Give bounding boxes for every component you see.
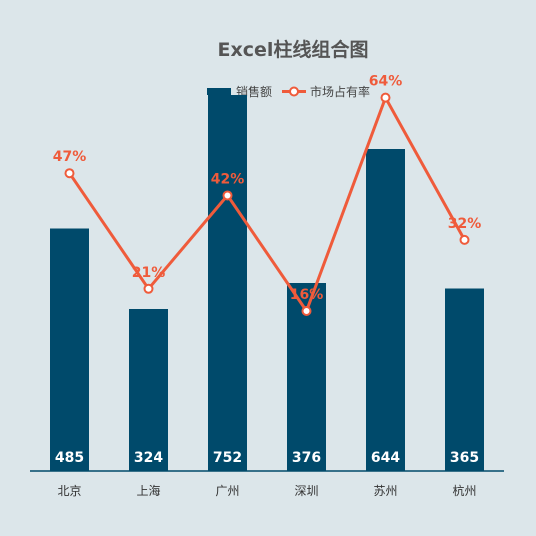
- bar-1: [50, 228, 89, 471]
- x-tick-labels: 北京 上海 广州 深圳 苏州 杭州: [57, 483, 476, 498]
- x-tick-label-3: 广州: [215, 484, 239, 498]
- bar-value-label-6: 365: [450, 450, 479, 466]
- x-tick-label-6: 杭州: [452, 483, 476, 498]
- bar-value-label-5: 644: [371, 450, 400, 466]
- chart-title: Excel柱线组合图: [218, 38, 369, 61]
- line-value-label-5: 64%: [369, 74, 403, 90]
- bar-value-label-1: 485: [55, 450, 84, 466]
- line-point-2: [143, 283, 154, 294]
- line-series: [68, 94, 466, 315]
- bar-value-label-2: 324: [134, 450, 163, 466]
- line-value-label-4: 16%: [290, 287, 324, 303]
- x-tick-label-4: 深圳: [294, 484, 318, 498]
- line-value-label-2: 21%: [132, 265, 166, 281]
- line-point-4: [301, 306, 312, 316]
- bar-value-label-4: 376: [292, 450, 321, 466]
- bars-group: 485 324 752 376 644 365: [50, 95, 484, 471]
- line-point-5: [380, 92, 391, 103]
- x-tick-label-1: 北京: [57, 484, 81, 498]
- line-series-group: 47% 21% 42% 16% 64% 32%: [53, 74, 482, 316]
- line-value-label-6: 32%: [448, 216, 482, 232]
- legend-line-label: 市场占有率: [310, 84, 370, 99]
- legend: 销售额 市场占有率: [207, 84, 370, 99]
- line-point-3: [222, 190, 233, 201]
- bar-value-label-3: 752: [213, 450, 242, 466]
- x-tick-label-5: 苏州: [373, 484, 397, 498]
- bar-3: [208, 95, 247, 471]
- legend-bar-swatch: [207, 88, 231, 95]
- legend-line-marker: [289, 86, 299, 97]
- bar-2: [129, 309, 168, 471]
- line-value-label-3: 42%: [211, 171, 245, 187]
- line-value-label-1: 47%: [53, 149, 87, 165]
- bar-5: [366, 149, 405, 471]
- line-point-6: [459, 234, 470, 245]
- line-point-1: [64, 168, 75, 179]
- x-tick-label-2: 上海: [136, 483, 160, 498]
- bar-6: [445, 288, 484, 471]
